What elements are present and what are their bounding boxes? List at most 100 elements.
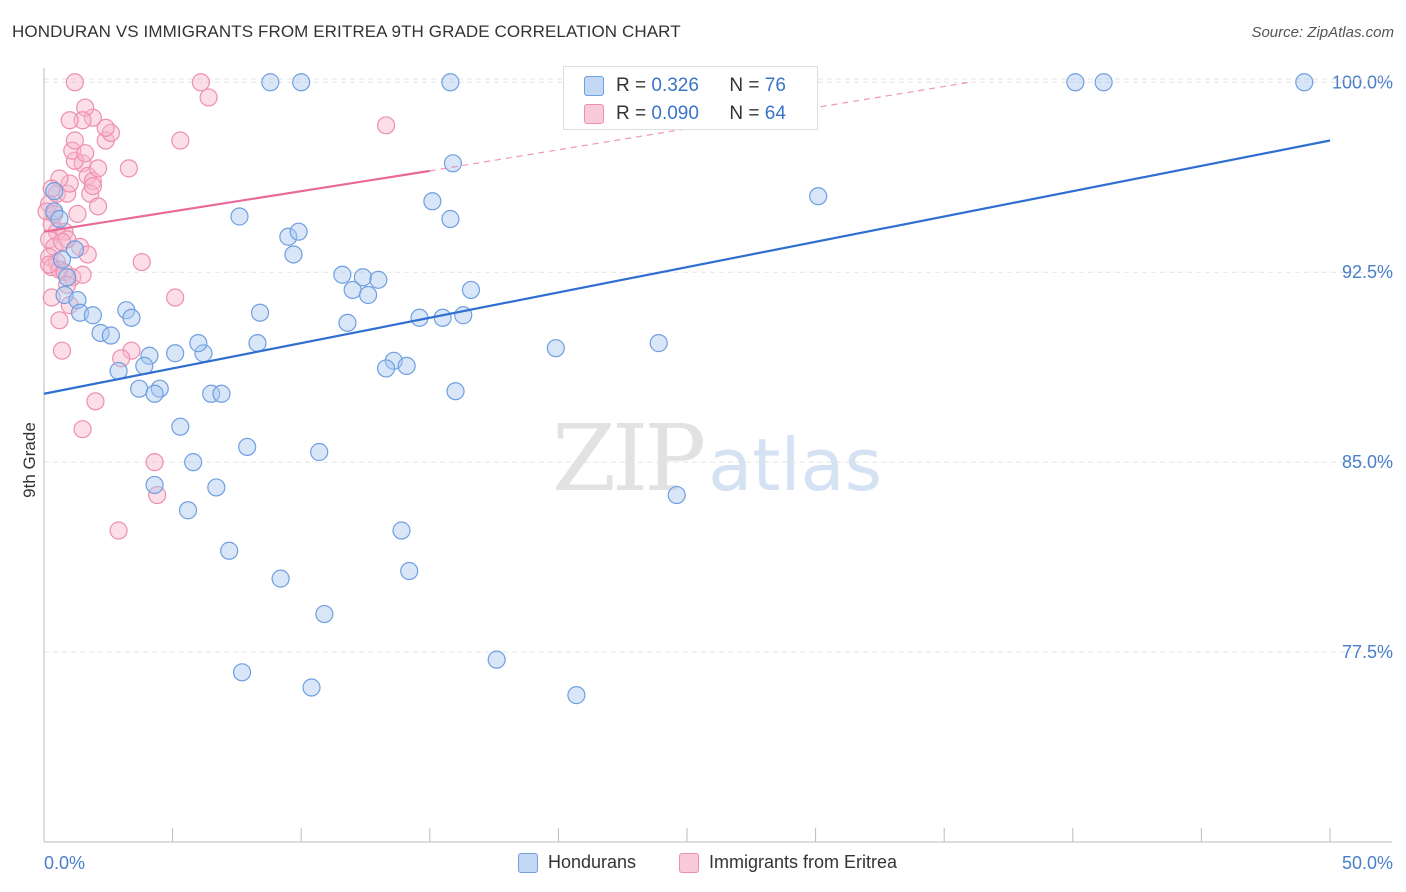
- honduran-point: [271, 569, 290, 588]
- eritrea-point: [132, 252, 151, 272]
- stats-n-label: N =: [729, 75, 760, 96]
- honduran-point: [443, 154, 463, 173]
- watermark-zip: ZIP: [552, 405, 706, 512]
- source-label: Source: ZipAtlas.com: [1251, 24, 1394, 41]
- stats-n-label: N =: [729, 103, 760, 124]
- stats-n-value: 64: [764, 103, 786, 124]
- eritrea-point: [73, 265, 92, 284]
- watermark: ZIPatlas: [552, 405, 882, 512]
- honduran-point: [220, 541, 239, 560]
- honduran-point: [667, 485, 686, 505]
- honduran-point: [446, 382, 465, 401]
- honduran-point: [279, 227, 298, 246]
- x-tick-label: 0.0%: [44, 853, 85, 873]
- legend-swatch-pink: [679, 852, 699, 873]
- eritrea-point: [119, 159, 138, 178]
- honduran-point: [140, 346, 159, 365]
- stats-swatch-pink: [584, 104, 604, 124]
- eritrea-point: [171, 131, 190, 150]
- honduran-point: [65, 240, 84, 259]
- honduran-point: [358, 285, 378, 305]
- eritrea-point: [60, 111, 79, 130]
- y-tick-label: 100.0%: [1332, 72, 1393, 92]
- honduran-trendline: [43, 139, 1331, 395]
- honduran-point: [50, 209, 69, 229]
- eritrea-point: [42, 179, 61, 198]
- stats-row-eritrea: R = 0.090 N = 64: [584, 100, 786, 128]
- eritrea-point: [191, 73, 210, 92]
- honduran-point: [238, 437, 257, 457]
- stats-r-label: R =: [616, 103, 647, 124]
- eritrea-point: [166, 288, 185, 307]
- honduran-point: [171, 417, 190, 436]
- honduran-point: [310, 442, 329, 462]
- honduran-point: [250, 303, 270, 322]
- honduran-point: [52, 250, 72, 269]
- eritrea-point: [88, 197, 108, 216]
- legend-item-eritrea[interactable]: Immigrants from Eritrea: [679, 852, 897, 873]
- eritrea-point: [199, 88, 218, 107]
- honduran-point: [130, 379, 149, 398]
- eritrea-point: [145, 453, 164, 472]
- eritrea-point: [50, 311, 69, 330]
- honduran-point: [1066, 73, 1085, 92]
- honduran-point: [433, 308, 452, 327]
- honduran-point: [338, 313, 357, 332]
- honduran-point: [333, 265, 352, 284]
- eritrea-point: [73, 111, 92, 130]
- honduran-point: [261, 73, 280, 92]
- eritrea-point: [376, 116, 396, 135]
- eritrea-point: [58, 230, 77, 249]
- y-tick-label: 77.5%: [1342, 642, 1393, 662]
- stats-row-hondurans: R = 0.326 N = 76: [584, 72, 786, 100]
- legend-item-hondurans[interactable]: Hondurans: [518, 852, 636, 873]
- honduran-point: [649, 334, 668, 353]
- honduran-point: [189, 334, 208, 353]
- honduran-point: [441, 209, 460, 229]
- honduran-point: [567, 686, 586, 705]
- honduran-point: [145, 384, 164, 403]
- eritrea-point: [65, 73, 84, 92]
- honduran-point: [343, 280, 362, 300]
- bottom-legend: Hondurans Immigrants from Eritrea: [0, 852, 1406, 878]
- eritrea-point: [78, 166, 97, 186]
- honduran-point: [248, 334, 267, 353]
- honduran-point: [122, 308, 141, 327]
- eritrea-point: [88, 159, 108, 178]
- eritrea-point: [101, 123, 120, 143]
- honduran-point: [369, 270, 388, 289]
- eritrea-point: [86, 392, 105, 411]
- eritrea-point: [60, 174, 79, 193]
- eritrea-point: [122, 341, 141, 360]
- x-tick-label: 50.0%: [1342, 853, 1393, 873]
- stats-r-value: 0.326: [651, 75, 699, 96]
- honduran-point: [292, 73, 311, 92]
- honduran-point: [1094, 73, 1113, 92]
- honduran-point: [487, 650, 506, 669]
- legend-swatch-blue: [518, 852, 538, 873]
- honduran-point: [230, 207, 249, 226]
- legend-label: Hondurans: [548, 852, 637, 872]
- honduran-point: [392, 521, 411, 540]
- eritrea-trendline-extension: [429, 81, 971, 172]
- honduran-point: [461, 280, 481, 300]
- y-tick-label: 92.5%: [1342, 262, 1393, 282]
- honduran-point: [150, 379, 169, 398]
- stats-r-value: 0.090: [651, 103, 699, 124]
- eritrea-point: [96, 118, 115, 137]
- honduran-point: [101, 326, 120, 345]
- eritrea-point: [47, 184, 66, 203]
- honduran-point: [302, 678, 321, 697]
- honduran-point: [178, 501, 198, 520]
- honduran-point: [809, 187, 828, 206]
- eritrea-trendline: [43, 169, 430, 233]
- eritrea-point: [68, 204, 87, 224]
- eritrea-point: [109, 521, 128, 540]
- stats-swatch-blue: [584, 76, 604, 96]
- honduran-point: [145, 475, 164, 495]
- honduran-point: [423, 192, 442, 211]
- honduran-point: [315, 604, 334, 624]
- y-tick-label: 85.0%: [1342, 452, 1393, 472]
- honduran-point: [202, 384, 221, 403]
